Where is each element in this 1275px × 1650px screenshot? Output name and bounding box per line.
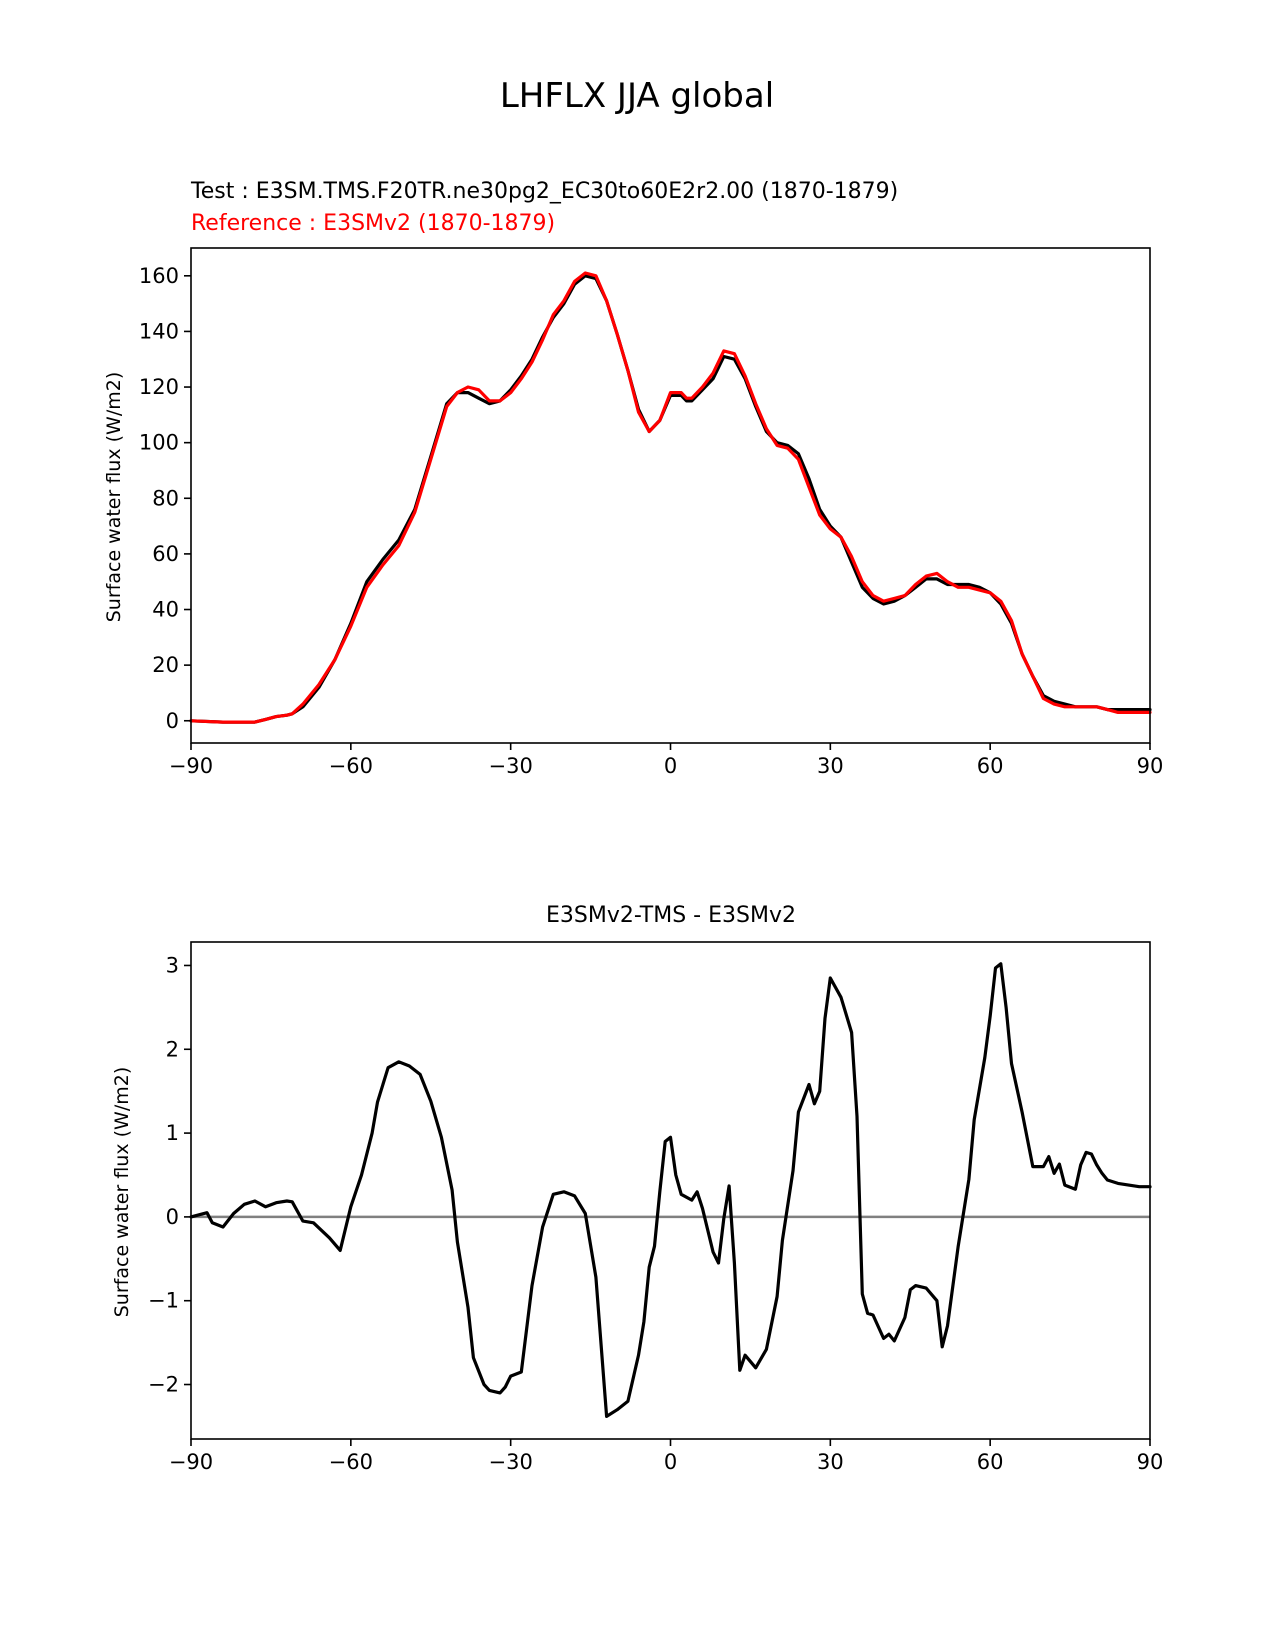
top-series-reference-line	[189, 271, 1152, 724]
top-ytick-label: 40	[152, 598, 179, 622]
reference-label: Reference : E3SMv2 (1870-1879)	[191, 211, 555, 236]
bottom-xtick-label: 30	[817, 1450, 844, 1474]
bottom-ytick-label: 3	[166, 953, 179, 977]
bottom-ytick-label: 1	[166, 1121, 179, 1145]
bottom-ytick-label: 2	[166, 1037, 179, 1061]
bottom-panel: E3SMv2-TMS - E3SMv2 Surface water flux (…	[111, 903, 1163, 1474]
figure-title: LHFLX JJA global	[500, 76, 774, 116]
top-ytick-label: 100	[139, 431, 179, 455]
bottom-plot-area: −90 −60 −30 0 30 60 90 −2 −1 0 1 2 3	[148, 941, 1164, 1474]
top-ytick-label: 120	[139, 375, 179, 399]
bottom-xtick-label: −30	[489, 1450, 533, 1474]
top-ytick-label: 20	[152, 653, 179, 677]
bottom-xtick-label: −90	[169, 1450, 213, 1474]
top-ytick-label: 60	[152, 542, 179, 566]
bottom-xtick-label: 90	[1137, 1450, 1164, 1474]
bottom-xtick-label: 0	[664, 1450, 677, 1474]
top-plot-area: −90 −60 −30 0 30 60 90 0 20 40 60 80 100 120 140 160	[139, 247, 1164, 778]
top-panel: Test : E3SM.TMS.F20TR.ne30pg2_EC30to60E2…	[103, 179, 1163, 778]
top-xtick-label: −90	[169, 754, 213, 778]
bottom-ytick-label: −1	[148, 1289, 179, 1313]
bottom-xtick-label: 60	[977, 1450, 1004, 1474]
bottom-xtick-label: −60	[329, 1450, 373, 1474]
top-xtick-label: 60	[977, 754, 1004, 778]
top-xtick-label: 90	[1137, 754, 1164, 778]
top-ytick-label: 0	[166, 709, 179, 733]
top-xtick-label: −30	[489, 754, 533, 778]
top-xtick-label: −60	[329, 754, 373, 778]
bottom-title: E3SMv2-TMS - E3SMv2	[546, 903, 796, 928]
test-label: Test : E3SM.TMS.F20TR.ne30pg2_EC30to60E2…	[190, 179, 898, 204]
top-ytick-label: 140	[139, 319, 179, 343]
top-ytick-label: 160	[139, 264, 179, 288]
top-xtick-label: 30	[817, 754, 844, 778]
bottom-ytick-label: 0	[166, 1205, 179, 1229]
top-ytick-label: 80	[152, 486, 179, 510]
bottom-ylabel: Surface water flux (W/m2)	[111, 1067, 133, 1318]
bottom-ytick-label: −2	[148, 1373, 179, 1397]
top-xtick-label: 0	[664, 754, 677, 778]
bottom-series-difference-line	[189, 962, 1152, 1418]
top-ylabel: Surface water flux (W/m2)	[103, 372, 125, 623]
